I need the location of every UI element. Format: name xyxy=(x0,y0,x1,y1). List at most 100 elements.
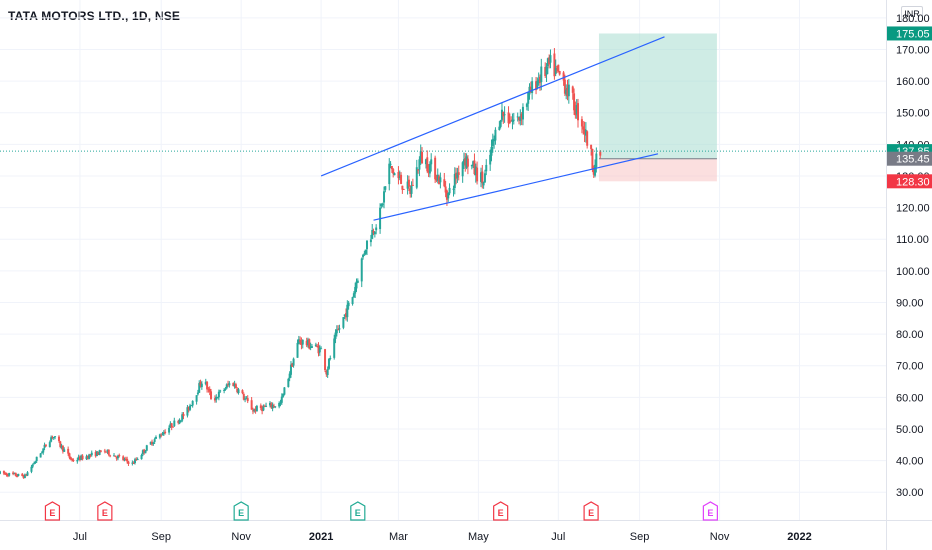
candle-body xyxy=(118,455,121,457)
candle-body xyxy=(199,382,202,387)
candle-body xyxy=(489,154,492,165)
candle-body xyxy=(535,81,538,91)
candle-body xyxy=(149,441,152,445)
candle-body xyxy=(566,87,569,97)
candle-body xyxy=(435,179,438,181)
candle-body xyxy=(39,453,42,458)
candle-body xyxy=(253,409,256,411)
candle-body xyxy=(427,170,430,173)
currency-badge[interactable]: INR xyxy=(901,6,923,22)
candle-body xyxy=(419,151,422,162)
candle-body xyxy=(457,172,460,175)
candle-body xyxy=(309,346,312,348)
candle-body xyxy=(592,168,595,175)
earnings-event-icon[interactable]: E xyxy=(233,501,249,521)
time-axis[interactable]: Jul Sep Nov 2021 Mar May Jul Sep Nov 2022 xyxy=(0,520,932,544)
candle-body xyxy=(326,369,329,375)
candle-body xyxy=(316,345,319,347)
candle-body xyxy=(195,395,198,402)
candle-body xyxy=(161,434,164,436)
candle-body xyxy=(33,463,36,465)
candle-body xyxy=(567,84,570,97)
earnings-event-icon[interactable]: E xyxy=(493,501,509,521)
candle-body xyxy=(227,384,230,386)
candle-body xyxy=(30,466,33,472)
candle-body xyxy=(99,450,102,452)
candle-body xyxy=(198,383,201,393)
candle-body xyxy=(12,472,15,475)
candle-body xyxy=(300,341,303,345)
candle-body xyxy=(254,408,257,412)
earnings-event-icon[interactable]: E xyxy=(583,501,599,521)
candle-body xyxy=(338,328,341,330)
earnings-event-icon[interactable]: E xyxy=(97,501,113,521)
candle-body xyxy=(502,112,505,117)
candle-body xyxy=(151,441,154,445)
candle-body xyxy=(438,176,441,185)
candle-body xyxy=(546,58,549,67)
candle-body xyxy=(34,461,37,464)
trendline-lower xyxy=(373,153,659,221)
candle-body xyxy=(521,106,524,120)
candle-body xyxy=(5,473,8,476)
candle-body xyxy=(54,436,57,438)
candle-body xyxy=(525,103,528,107)
candle-body xyxy=(31,464,34,467)
candle-body xyxy=(113,455,116,457)
candle-body xyxy=(428,163,431,174)
candle-body xyxy=(518,117,521,121)
candle-body xyxy=(72,459,75,462)
earnings-event-label: E xyxy=(588,508,594,518)
candle-body xyxy=(160,434,163,436)
candle-body xyxy=(540,66,543,83)
candle-body xyxy=(145,445,148,451)
candle-body xyxy=(417,169,420,171)
candle-body xyxy=(452,188,455,190)
candle-body xyxy=(364,249,367,254)
candle-body xyxy=(519,116,522,121)
candle-body xyxy=(234,384,237,389)
candle-body xyxy=(430,159,433,165)
price-axis[interactable]: 30.00 40.00 50.00 60.00 70.00 80.00 90.00 100.0… xyxy=(886,0,930,550)
trendlines[interactable] xyxy=(320,36,665,221)
candle-body xyxy=(466,158,469,167)
earnings-event-icon[interactable]: E xyxy=(44,501,61,521)
candle-body xyxy=(196,392,199,395)
earnings-event-icon[interactable]: E xyxy=(350,501,366,521)
candle-body xyxy=(242,393,245,400)
candle-body xyxy=(25,474,28,476)
candle-body xyxy=(574,109,577,116)
candle-body xyxy=(498,126,501,131)
candle-body xyxy=(244,398,247,400)
candle-body xyxy=(268,402,271,406)
candle-body xyxy=(154,436,157,439)
time-tick-label: 2021 xyxy=(309,531,333,543)
candle-body xyxy=(436,174,439,181)
earnings-event-badge xyxy=(350,501,366,521)
candle-body xyxy=(288,373,291,379)
candle-body xyxy=(485,164,488,172)
candle-body xyxy=(325,370,328,375)
candle-body xyxy=(512,119,515,121)
candle-body xyxy=(181,414,184,421)
price-tick-label: 80.00 xyxy=(896,329,924,341)
candle-body xyxy=(13,473,16,475)
candle-body xyxy=(40,452,43,454)
candle-body xyxy=(375,227,378,231)
candle-body xyxy=(557,64,560,72)
candle-body xyxy=(261,407,264,412)
earnings-event-label: E xyxy=(49,508,55,518)
candle-body xyxy=(334,332,337,339)
earnings-event-icon[interactable]: E xyxy=(702,501,718,521)
candle-body xyxy=(415,167,418,188)
candle-body xyxy=(63,449,66,452)
candle-body xyxy=(122,456,125,460)
candle-body xyxy=(595,153,598,168)
candle-body xyxy=(508,120,511,123)
candle-body xyxy=(327,358,330,369)
candle-body xyxy=(76,459,79,462)
candle-body xyxy=(223,389,226,391)
candle-body xyxy=(536,80,539,88)
